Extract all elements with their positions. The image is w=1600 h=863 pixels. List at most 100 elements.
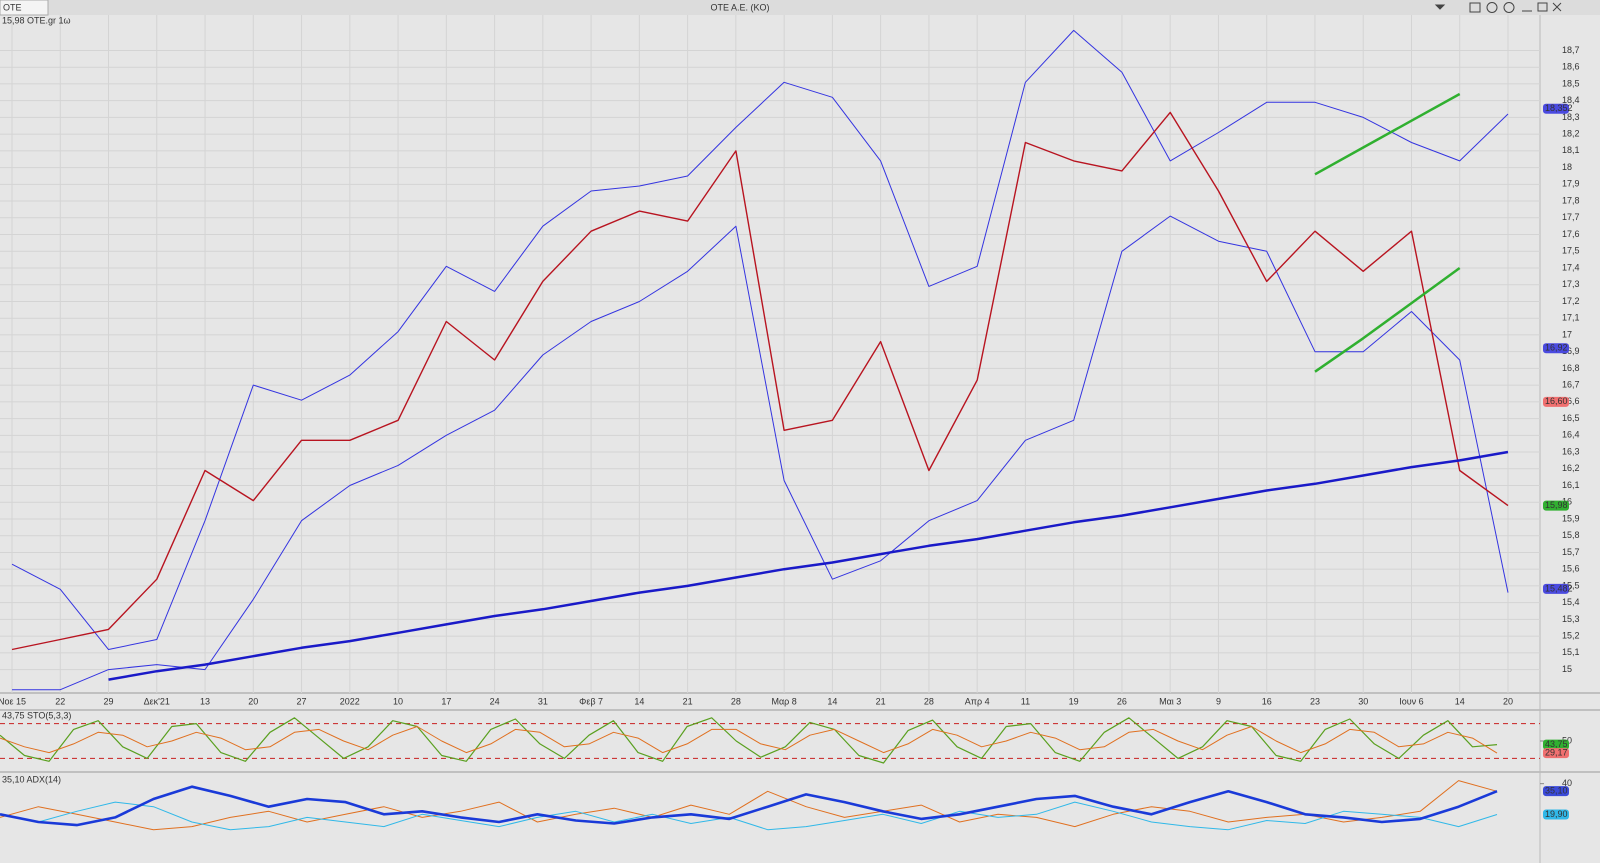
x-tick-label: 17 [441, 696, 451, 706]
price-tag-label: 16,92 [1545, 343, 1568, 353]
y-tick-label: 15,5 [1562, 580, 1580, 590]
x-tick-label: 29 [104, 696, 114, 706]
y-tick-label: 18,3 [1562, 112, 1580, 122]
icon[interactable] [1503, 2, 1515, 13]
y-tick-label: 18,4 [1562, 95, 1580, 105]
y-tick-label: 17,5 [1562, 246, 1580, 256]
y-tick-label: 15,1 [1562, 647, 1580, 657]
icon[interactable] [1486, 2, 1498, 13]
price-tag [1543, 748, 1569, 759]
price-tag [1543, 739, 1569, 750]
y-tick-label: 15 [1562, 664, 1572, 674]
y-tick-label: 17,6 [1562, 229, 1580, 239]
y-tick-label: 15,4 [1562, 597, 1580, 607]
series-line [11, 111, 1509, 651]
y-tick-label: 16,5 [1562, 413, 1580, 423]
y-tick-label: 16,7 [1562, 379, 1580, 389]
x-tick-label: 27 [297, 696, 307, 706]
y-tick-label: 15,8 [1562, 530, 1580, 540]
y-tick-label: 18,6 [1562, 62, 1580, 72]
close[interactable] [1552, 2, 1562, 12]
price-tag-label: 18,352 [1545, 103, 1573, 113]
x-tick-label: 31 [538, 696, 548, 706]
y-tick-label: 16,9 [1562, 346, 1580, 356]
price-tag [1543, 343, 1569, 354]
x-tick-label: 20 [1503, 696, 1513, 706]
y-tick-label: 15,3 [1562, 614, 1580, 624]
x-tick-label: 2022 [340, 696, 360, 706]
x-tick-label: 23 [1310, 696, 1320, 706]
y-tick-label: 17,2 [1562, 296, 1580, 306]
y-tick-label: 15,7 [1562, 547, 1580, 557]
y-tick-label: 18,1 [1562, 145, 1580, 155]
y-tick-label: 16,2 [1562, 463, 1580, 473]
y-tick-label: 18,2 [1562, 129, 1580, 139]
y-tick-label: 18,5 [1562, 78, 1580, 88]
y-tick-label: 16,1 [1562, 480, 1580, 490]
price-tag-label: 16,60 [1545, 396, 1568, 406]
x-tick-label: 14 [634, 696, 644, 706]
tab-label[interactable]: OTE [3, 2, 22, 12]
x-tick-label: 22 [55, 696, 65, 706]
x-tick-label: Noε 15 [0, 696, 26, 706]
x-tick-label: 16 [1262, 696, 1272, 706]
y-tick-label: 17 [1562, 329, 1572, 339]
series-line [0, 801, 1498, 831]
y-tick-label: 15,2 [1562, 630, 1580, 640]
series-line [0, 780, 1498, 831]
y-tick-label: 40 [1562, 778, 1572, 788]
x-tick-label: 10 [393, 696, 403, 706]
y-tick-label: 18 [1562, 162, 1572, 172]
price-tag-label: 15,482 [1545, 583, 1573, 593]
x-tick-label: 21 [876, 696, 886, 706]
series-line [0, 717, 1498, 764]
price-tag-label: 15,98 [1545, 500, 1568, 510]
y-tick-label: 15,6 [1562, 564, 1580, 574]
y-tick-label: 16,3 [1562, 446, 1580, 456]
y-tick-label: 17,4 [1562, 262, 1580, 272]
y-tick-label: 17,8 [1562, 195, 1580, 205]
x-tick-label: 28 [731, 696, 741, 706]
y-tick-label: 17,1 [1562, 313, 1580, 323]
price-tag [1543, 809, 1569, 820]
x-tick-label: Μαρ 8 [771, 696, 796, 706]
y-tick-label: 16,4 [1562, 430, 1580, 440]
y-tick-label: 17,7 [1562, 212, 1580, 222]
x-tick-label: 24 [490, 696, 500, 706]
price-tag [1543, 396, 1569, 407]
price-tag [1543, 500, 1569, 511]
x-tick-label: Μαι 3 [1159, 696, 1181, 706]
window-title: OTE A.E. (KO) [710, 2, 769, 12]
panel-title: 35,10 ADX(14) [2, 774, 61, 784]
icon[interactable] [1469, 2, 1481, 13]
price-tag-label: 29,17 [1545, 747, 1568, 757]
x-tick-label: 14 [1455, 696, 1465, 706]
panel-title: 15,98 OTE.gr 1ω [2, 15, 71, 25]
price-tag [1543, 103, 1569, 114]
x-tick-label: 21 [683, 696, 693, 706]
series-line [108, 450, 1509, 681]
panel-title: 43,75 STO(5,3,3) [2, 710, 71, 720]
x-tick-label: 13 [200, 696, 210, 706]
restore[interactable] [1537, 2, 1548, 12]
x-tick-label: 14 [827, 696, 837, 706]
x-tick-label: Ιουν 6 [1399, 696, 1423, 706]
series-line [11, 29, 1509, 650]
x-tick-label: 30 [1358, 696, 1368, 706]
y-tick-label: 17,9 [1562, 179, 1580, 189]
series-line [12, 215, 1509, 691]
tab[interactable] [0, 0, 49, 16]
y-tick-label: 16,6 [1562, 396, 1580, 406]
price-tag [1543, 583, 1569, 594]
x-tick-label: 11 [1021, 696, 1030, 706]
title-bar [0, 0, 1600, 15]
x-tick-label: Απρ 4 [965, 696, 990, 706]
series-line [0, 726, 1498, 754]
x-tick-label: 20 [248, 696, 258, 706]
price-tag-label: 35,10 [1545, 786, 1568, 796]
dropdown[interactable] [1434, 4, 1446, 10]
x-tick-label: 19 [1069, 696, 1079, 706]
x-tick-label: Δεκ'21 [144, 696, 170, 706]
